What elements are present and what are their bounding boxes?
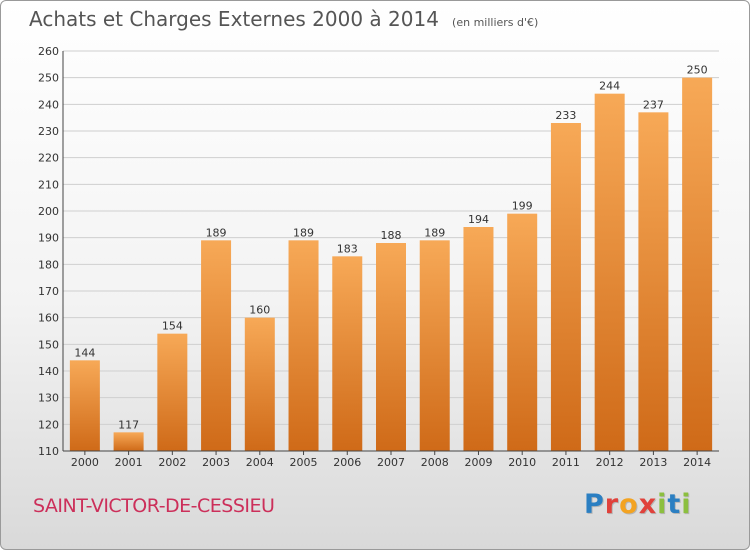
x-tick-label: 2006 bbox=[333, 456, 361, 469]
x-tick-label: 2011 bbox=[552, 456, 580, 469]
y-tick-label: 230 bbox=[38, 125, 59, 138]
data-label: 233 bbox=[555, 109, 576, 122]
x-tick-label: 2003 bbox=[202, 456, 230, 469]
y-tick-label: 220 bbox=[38, 152, 59, 165]
logo-letter: r bbox=[604, 489, 620, 520]
y-tick-label: 170 bbox=[38, 285, 59, 298]
commune-name: SAINT-VICTOR-DE-CESSIEU bbox=[33, 495, 275, 517]
y-tick-label: 260 bbox=[38, 45, 59, 58]
x-tick-label: 2013 bbox=[639, 456, 667, 469]
data-label: 194 bbox=[468, 213, 489, 226]
bar bbox=[463, 227, 494, 451]
bar bbox=[113, 432, 144, 451]
bar bbox=[376, 243, 406, 451]
bar bbox=[594, 93, 625, 452]
data-label: 189 bbox=[424, 226, 445, 239]
data-label: 117 bbox=[118, 418, 139, 431]
y-tick-label: 110 bbox=[38, 445, 59, 458]
y-tick-label: 210 bbox=[38, 178, 59, 191]
x-tick-label: 2004 bbox=[246, 456, 274, 469]
logo-letter: t bbox=[667, 489, 682, 520]
x-tick-label: 2002 bbox=[158, 456, 186, 469]
logo-letter: o bbox=[619, 489, 639, 520]
x-tick-label: 2008 bbox=[421, 456, 449, 469]
logo-letter: P bbox=[584, 489, 605, 520]
logo-letter: i bbox=[681, 489, 692, 520]
proxiti-logo: Proxiti bbox=[584, 489, 692, 520]
data-label: 250 bbox=[687, 64, 708, 77]
bar bbox=[244, 317, 275, 451]
y-tick-label: 250 bbox=[38, 72, 59, 85]
x-tick-label: 2010 bbox=[508, 456, 536, 469]
bar bbox=[288, 240, 319, 451]
bar bbox=[638, 112, 669, 451]
chart-title: Achats et Charges Externes 2000 à 2014 bbox=[29, 7, 439, 31]
bar-layer bbox=[69, 77, 713, 452]
chart-subtitle: (en milliers d'€) bbox=[452, 16, 539, 29]
bar bbox=[157, 333, 188, 451]
bar bbox=[69, 360, 100, 451]
logo-letter: x bbox=[638, 489, 658, 520]
x-tick-label: 2014 bbox=[683, 456, 711, 469]
bar bbox=[682, 77, 713, 452]
data-label: 237 bbox=[643, 98, 664, 111]
data-label: 189 bbox=[293, 226, 314, 239]
bar bbox=[419, 240, 450, 451]
y-tick-label: 140 bbox=[38, 365, 59, 378]
data-label: 160 bbox=[249, 304, 270, 317]
y-tick-label: 240 bbox=[38, 98, 59, 111]
x-tick-label: 2007 bbox=[377, 456, 405, 469]
y-tick-label: 130 bbox=[38, 392, 59, 405]
x-tick-label: 2012 bbox=[596, 456, 624, 469]
data-label: 188 bbox=[381, 229, 402, 242]
data-label: 144 bbox=[74, 346, 95, 359]
y-tick-label: 200 bbox=[38, 205, 59, 218]
y-tick-label: 160 bbox=[38, 312, 59, 325]
y-tick-label: 190 bbox=[38, 232, 59, 245]
x-tick-label: 2000 bbox=[71, 456, 99, 469]
data-label: 154 bbox=[162, 320, 183, 333]
data-label: 244 bbox=[599, 80, 620, 93]
bar bbox=[332, 256, 363, 451]
axis-layer: 110 120 130 140 150 160 170 180 190 200 210 220 230 2… bbox=[38, 45, 719, 469]
x-tick-label: 2009 bbox=[464, 456, 492, 469]
y-tick-label: 150 bbox=[38, 338, 59, 351]
chart-title-row: Achats et Charges Externes 2000 à 2014 (… bbox=[29, 7, 538, 31]
data-label: 183 bbox=[337, 242, 358, 255]
data-label: 199 bbox=[512, 200, 533, 213]
logo-letter: i bbox=[657, 489, 668, 520]
x-tick-label: 2001 bbox=[115, 456, 143, 469]
y-tick-label: 120 bbox=[38, 418, 59, 431]
bar bbox=[201, 240, 232, 451]
x-tick-label: 2005 bbox=[290, 456, 318, 469]
bar bbox=[507, 213, 538, 451]
data-label: 189 bbox=[206, 226, 227, 239]
y-tick-label: 180 bbox=[38, 258, 59, 271]
bar bbox=[550, 123, 581, 451]
